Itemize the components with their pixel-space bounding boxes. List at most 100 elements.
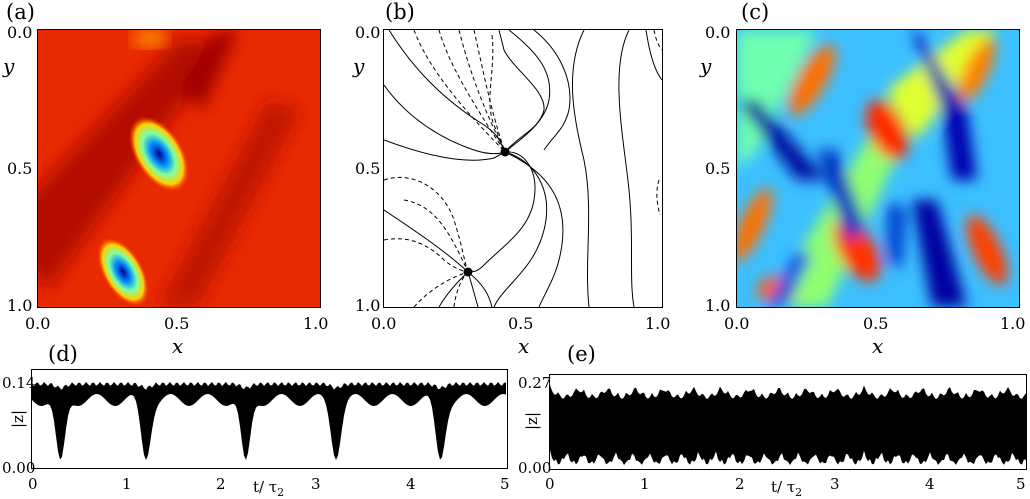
panel-e-xtick-5: 5 bbox=[1016, 475, 1026, 493]
panel-d-ytick-top: 0.14 bbox=[2, 374, 36, 392]
panel-a-ylabel: y bbox=[3, 54, 15, 78]
panel-a-xtick-2: 1.0 bbox=[303, 314, 329, 333]
panel-b-contour-solid-15 bbox=[645, 30, 662, 81]
panel-b-xtick-2: 1.0 bbox=[645, 314, 671, 333]
panel-e-ylabel: |z| bbox=[523, 411, 542, 431]
panel-b-ytick-1: 0.5 bbox=[355, 159, 381, 178]
panel-e-plot bbox=[550, 385, 1026, 465]
panel-a-frame bbox=[37, 29, 321, 308]
panel-b-contour-solid-14 bbox=[618, 30, 635, 307]
panel-c-cyan-region bbox=[737, 30, 817, 170]
panel-b-contour-dashed-2 bbox=[438, 30, 506, 153]
panel-b-contour-solid-11 bbox=[438, 271, 469, 307]
panel-b-contour-solid-9 bbox=[467, 271, 493, 307]
panel-e-xlabel: t/ τ2 bbox=[771, 478, 803, 499]
panel-b-contour-plot bbox=[384, 30, 662, 307]
panel-c-blue-band-3 bbox=[912, 200, 967, 307]
panel-a-defect-1 bbox=[128, 116, 190, 192]
panel-b-contour-dashed-12 bbox=[653, 30, 662, 51]
panel-a-top-spot bbox=[132, 30, 168, 48]
panel-b-ytick-2: 1.0 bbox=[355, 296, 381, 315]
panel-a-ytick-1: 0.5 bbox=[7, 159, 33, 178]
panel-d-xtick-3: 3 bbox=[311, 475, 321, 493]
panel-b-contour-solid-12 bbox=[384, 209, 469, 273]
panel-a-ytick-0: 0.0 bbox=[7, 23, 33, 42]
panel-c-blue-band-5 bbox=[887, 200, 907, 270]
panel-c-red-spot-6 bbox=[966, 215, 1008, 285]
panel-a-dark-band bbox=[38, 40, 228, 290]
panel-a-ytick-2: 1.0 bbox=[7, 296, 33, 315]
panel-c-ytick-2: 1.0 bbox=[705, 296, 731, 315]
panel-b-xtick-1: 0.5 bbox=[508, 314, 534, 333]
panel-c-blue-band-1 bbox=[737, 100, 827, 180]
panel-b-defect-2 bbox=[463, 267, 473, 277]
panel-b-defect-1 bbox=[500, 147, 510, 157]
panel-b-contour-solid-2 bbox=[384, 84, 506, 155]
panel-e-xtick-4: 4 bbox=[925, 475, 935, 493]
panel-b-ylabel: y bbox=[353, 54, 365, 78]
panel-c-xlabel: x bbox=[872, 334, 884, 358]
panel-d-plot bbox=[32, 382, 506, 460]
panel-c-heatmap bbox=[737, 30, 1019, 307]
panel-c-xtick-2: 1.0 bbox=[1000, 314, 1026, 333]
panel-b-contour-dashed-8 bbox=[413, 271, 469, 307]
panel-e-frame bbox=[549, 374, 1027, 470]
panel-b-contour-solid-4 bbox=[498, 30, 545, 153]
panel-b-label: (b) bbox=[385, 0, 415, 24]
panel-c-xtick-0: 0.0 bbox=[724, 314, 750, 333]
panel-c-blue-band-2 bbox=[912, 30, 977, 180]
panel-d-trace bbox=[32, 382, 506, 460]
panel-d-ylabel: |z| bbox=[9, 409, 28, 429]
panel-b-contour-dashed-11 bbox=[656, 179, 661, 216]
panel-d-xtick-1: 1 bbox=[122, 475, 132, 493]
panel-c-xtick-1: 0.5 bbox=[863, 314, 889, 333]
panel-c-red-spot-1 bbox=[788, 44, 836, 116]
panel-d-xlabel: t/ τ2 bbox=[253, 478, 285, 499]
panel-b-contour-solid-3 bbox=[384, 139, 506, 161]
panel-b-contour-solid-5 bbox=[467, 151, 536, 273]
panel-d-label: (d) bbox=[48, 342, 78, 366]
panel-a-defect-2 bbox=[97, 237, 149, 307]
panel-d-xtick-0: 0 bbox=[28, 475, 38, 493]
panel-d-xtick-2: 2 bbox=[216, 475, 226, 493]
panel-a-xtick-0: 0.0 bbox=[25, 314, 51, 333]
panel-b-xlabel: x bbox=[518, 334, 530, 358]
panel-e-ytick-bottom: 0.00 bbox=[518, 459, 552, 477]
panel-c-red-spot-2 bbox=[865, 100, 909, 160]
panel-b-contour-dashed-10 bbox=[403, 199, 469, 273]
panel-c-blue-band-6 bbox=[767, 250, 812, 307]
panel-b-frame bbox=[383, 29, 663, 308]
panel-d-xtick-5: 5 bbox=[500, 475, 510, 493]
panel-b-contour-dashed-4 bbox=[473, 30, 506, 153]
panel-d-frame bbox=[31, 369, 508, 469]
panel-e-xtick-3: 3 bbox=[830, 475, 840, 493]
panel-b-contour-solid-8 bbox=[504, 30, 551, 153]
panel-b-ytick-0: 0.0 bbox=[355, 23, 381, 42]
panel-e-xtick-0: 0 bbox=[545, 475, 555, 493]
panel-b-contour-dashed-7 bbox=[384, 238, 469, 273]
panel-b-contour-solid-10 bbox=[467, 271, 479, 307]
panel-c-frame bbox=[736, 29, 1020, 308]
panel-b-contour-solid-7 bbox=[504, 151, 564, 307]
panel-c-red-spot-4 bbox=[737, 188, 773, 262]
panel-b-contour-solid-13 bbox=[571, 30, 590, 307]
panel-c-ytick-0: 0.0 bbox=[705, 23, 731, 42]
panel-c-ytick-1: 0.5 bbox=[705, 159, 731, 178]
panel-c-red-spot-5 bbox=[958, 37, 996, 103]
panel-a-label: (a) bbox=[6, 0, 35, 24]
panel-b-contour-dashed-1 bbox=[413, 30, 506, 153]
panel-a-heatmap bbox=[38, 30, 320, 307]
panel-e-ytick-top: 0.27 bbox=[518, 374, 552, 392]
panel-c-blue-band-4 bbox=[817, 150, 867, 240]
panel-a-xlabel: x bbox=[172, 334, 184, 358]
panel-d-xtick-4: 4 bbox=[406, 475, 416, 493]
panel-e-trace bbox=[550, 385, 1026, 465]
panel-b-xtick-0: 0.0 bbox=[371, 314, 397, 333]
panel-b-contour-solid-16 bbox=[533, 30, 571, 151]
panel-b-contour-dashed-6 bbox=[384, 176, 469, 273]
panel-d-ytick-bottom: 0.00 bbox=[2, 459, 36, 477]
panel-a-dark-band-2 bbox=[158, 100, 300, 307]
panel-a-dark-band-3 bbox=[178, 30, 238, 110]
panel-c-ylabel: y bbox=[700, 54, 712, 78]
panel-e-xtick-1: 1 bbox=[640, 475, 650, 493]
